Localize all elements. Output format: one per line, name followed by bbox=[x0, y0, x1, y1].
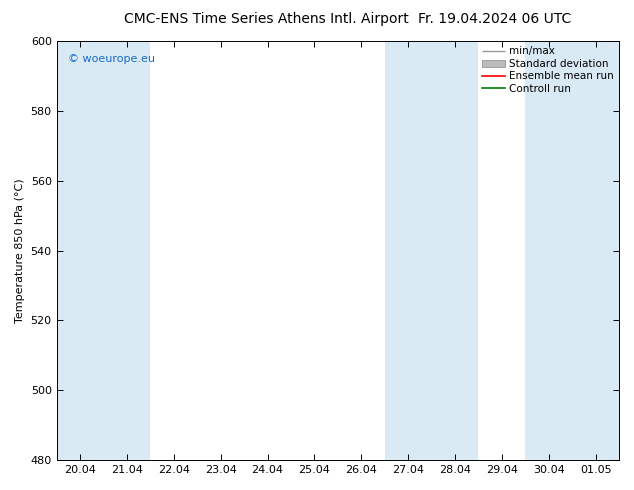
Text: © woeurope.eu: © woeurope.eu bbox=[68, 53, 155, 64]
Bar bbox=[385, 41, 479, 460]
Legend: min/max, Standard deviation, Ensemble mean run, Controll run: min/max, Standard deviation, Ensemble me… bbox=[480, 44, 616, 96]
Text: CMC-ENS Time Series Athens Intl. Airport: CMC-ENS Time Series Athens Intl. Airport bbox=[124, 12, 409, 26]
Bar bbox=[56, 41, 150, 460]
Bar bbox=[526, 41, 619, 460]
Y-axis label: Temperature 850 hPa (°C): Temperature 850 hPa (°C) bbox=[15, 178, 25, 323]
Text: Fr. 19.04.2024 06 UTC: Fr. 19.04.2024 06 UTC bbox=[418, 12, 571, 26]
